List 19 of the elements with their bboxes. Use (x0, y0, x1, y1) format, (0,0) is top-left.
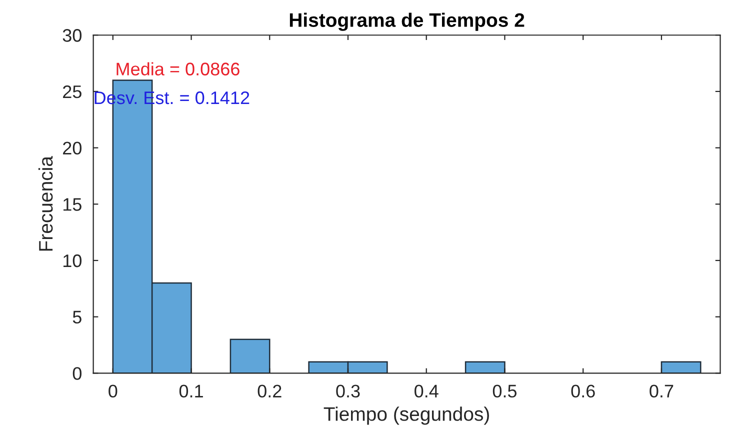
x-tick-label: 0.3 (336, 384, 360, 398)
y-tick-label: 20 (63, 142, 82, 155)
y-tick-label: 5 (72, 310, 82, 324)
chart-title: Histograma de Tiempos 2 (290, 12, 524, 31)
y-tick-label: 25 (63, 85, 82, 98)
y-axis-title: Frecuencia (38, 156, 53, 251)
x-tick-label: 0.4 (414, 384, 438, 398)
x-tick-label: 0.5 (492, 384, 517, 398)
x-tick-label: 0 (108, 384, 118, 398)
y-tick-label: 0 (72, 367, 82, 380)
y-tick-label: 10 (63, 254, 82, 268)
x-tick-label: 0.7 (650, 384, 674, 398)
annotation: Media = 0.0866 (116, 62, 240, 76)
y-tick-label: 15 (63, 198, 82, 211)
y-tick-label: 30 (62, 29, 82, 42)
x-tick-label: 0.2 (258, 384, 282, 398)
x-axis-title: Tiempo (segundos) (324, 406, 489, 425)
x-tick-label: 0.6 (571, 384, 595, 398)
x-tick-label: 0.1 (179, 384, 203, 398)
